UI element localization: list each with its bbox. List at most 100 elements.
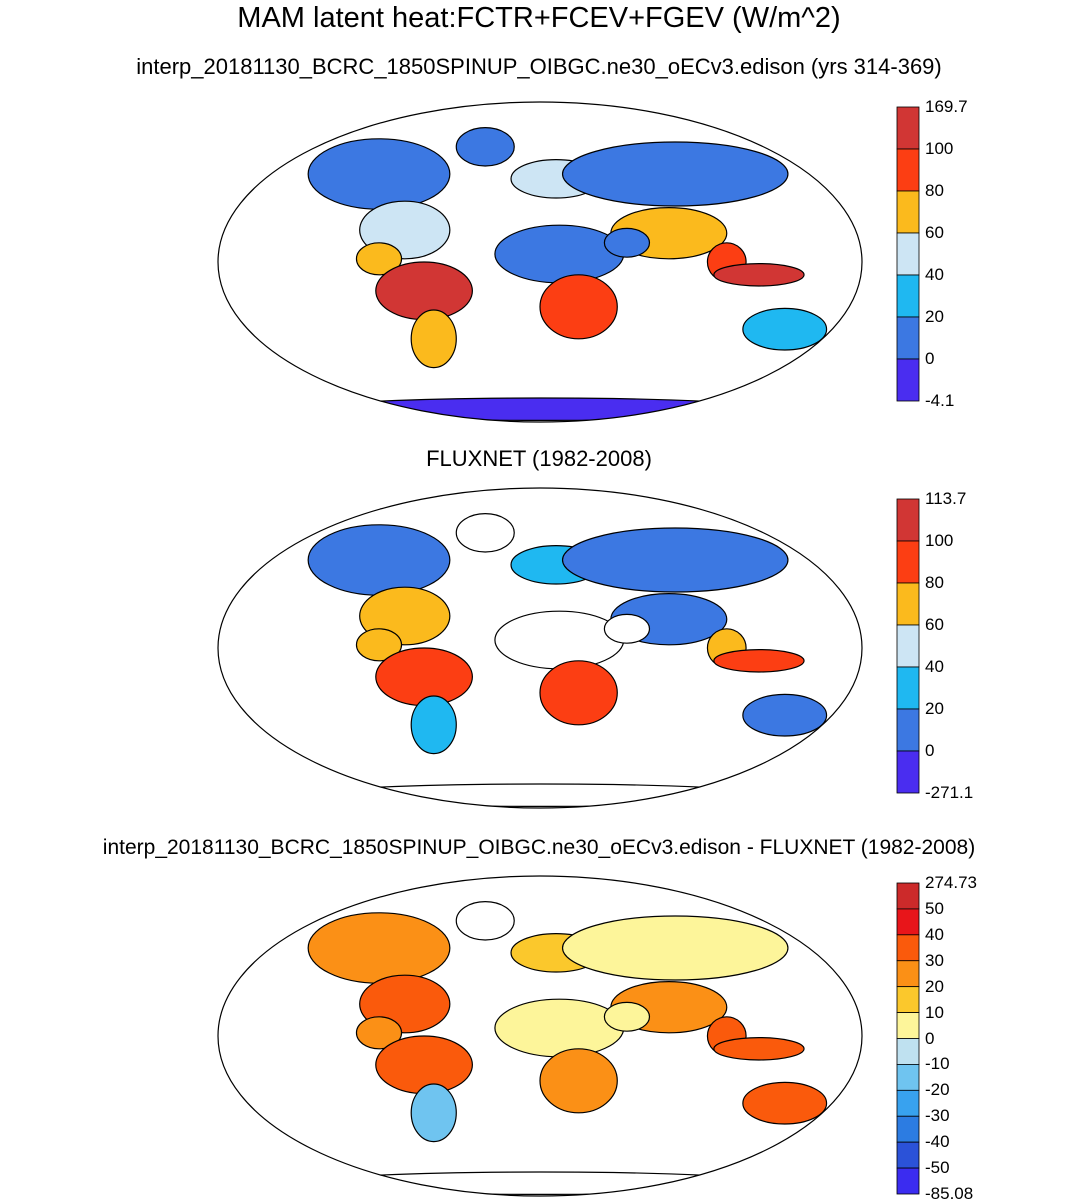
southAmerica-landmass: [375, 1035, 473, 1095]
colorbar-tick-label: 169.7: [925, 97, 968, 116]
southAmerica-landmass: [410, 695, 457, 755]
northAmerica-landmass: [307, 138, 451, 210]
colorbar-tick-label: -4.1: [925, 391, 955, 410]
colorbar-tick-label: 80: [925, 573, 944, 592]
colorbar-tick-label: -30: [925, 1106, 950, 1126]
colorbar-tick-label: 0: [925, 349, 935, 368]
colorbar-swatch: [896, 986, 920, 1013]
indonesia-landmass: [713, 1037, 805, 1061]
colorbar-tick-label: 60: [925, 223, 944, 242]
southAmerica-landmass: [410, 309, 457, 369]
colorbar-tick-label: 40: [925, 657, 944, 676]
colorbar-tick-label: 0: [925, 741, 935, 760]
colorbar-tick-label: 113.7: [925, 489, 967, 508]
greenland-landmass: [455, 127, 515, 167]
africa-landmass: [494, 610, 625, 670]
northAmerica-landmass: [355, 1016, 403, 1050]
indonesia-landmass: [713, 648, 805, 673]
colorbar-swatch: [896, 624, 920, 668]
antarctica-landmass: [307, 1171, 773, 1195]
panel-2-title: FLUXNET (1982-2008): [426, 446, 652, 471]
map-frame: [217, 101, 863, 423]
colorbar-swatch: [896, 274, 920, 318]
northAmerica-landmass: [307, 912, 451, 984]
southAmerica-landmass: [375, 647, 473, 707]
figure-title: MAM latent heat:FCTR+FCEV+FGEV (W/m^2): [237, 2, 841, 34]
antarctica-landmass: [307, 397, 773, 421]
colorbar-swatch: [896, 316, 920, 360]
colorbar-swatch: [896, 1115, 920, 1143]
land-layer: [307, 127, 828, 421]
colorbar-swatch: [896, 232, 920, 276]
colorbar-swatch: [896, 190, 920, 234]
colorbar-swatch: [896, 1141, 920, 1169]
australia-landmass: [742, 1081, 828, 1125]
antarctica-landmass: [307, 783, 773, 807]
map-frame: [217, 875, 863, 1197]
northAmerica-landmass: [307, 524, 451, 596]
colorbar-swatch: [896, 1064, 920, 1091]
colorbar-tick-label: 100: [925, 139, 954, 158]
colorbar-panel-3: [896, 882, 920, 1195]
colorbar-tick-label: 20: [925, 976, 944, 996]
colorbar-tick-label: 30: [925, 950, 944, 970]
africa-landmass: [539, 274, 618, 340]
australia-landmass: [742, 693, 828, 737]
colorbar-swatch: [896, 882, 920, 910]
colorbar-tick-label: 0: [925, 1028, 935, 1048]
panel-1-title: interp_20181130_BCRC_1850SPINUP_OIBGC.ne…: [136, 54, 942, 79]
land-layer: [307, 512, 828, 807]
colorbar-swatch: [896, 960, 920, 988]
colorbar-swatch: [896, 148, 920, 192]
colorbar-tick-label: 100: [925, 531, 954, 550]
colorbar-tick-label: 10: [925, 1002, 944, 1022]
colorbar-swatch: [896, 908, 920, 936]
colorbar-tick-label: -40: [925, 1132, 950, 1152]
colorbar-swatch: [896, 1038, 920, 1065]
asia-landmass: [561, 141, 789, 207]
indonesia-landmass: [713, 262, 805, 287]
africa-landmass: [539, 1048, 618, 1114]
colorbar-swatch: [896, 498, 920, 542]
greenland-landmass: [455, 512, 515, 553]
map-panel-2: [217, 487, 863, 809]
panel-3-title: interp_20181130_BCRC_1850SPINUP_OIBGC.ne…: [102, 836, 976, 859]
arabia-landmass: [603, 227, 651, 258]
colorbar-tick-label: -20: [925, 1080, 950, 1100]
map-panel-1: [217, 101, 863, 423]
colorbar-tick-label: -50: [925, 1158, 950, 1178]
colorbar-swatch: [896, 540, 920, 584]
asia-landmass: [561, 915, 789, 981]
colorbar-swatch: [896, 934, 920, 962]
colorbar-swatch: [896, 582, 920, 626]
colorbar-swatch: [896, 666, 920, 710]
arabia-landmass: [603, 613, 651, 644]
colorbar-tick-label: 50: [925, 898, 944, 918]
northAmerica-landmass: [355, 628, 403, 662]
greenland-landmass: [455, 900, 515, 941]
colorbar-tick-label: -271.1: [925, 783, 974, 802]
africa-landmass: [539, 660, 618, 726]
land-layer: [307, 900, 828, 1195]
colorbar-tick-label: -85.08: [925, 1184, 974, 1203]
colorbar-tick-label: 40: [925, 924, 944, 944]
africa-landmass: [494, 998, 625, 1058]
southAmerica-landmass: [375, 261, 473, 321]
map-frame: [217, 487, 863, 809]
colorbar-swatch: [896, 358, 920, 402]
colorbar-swatch: [896, 1167, 920, 1195]
colorbar-tick-label: 20: [925, 307, 944, 326]
colorbar-panel-1: [896, 106, 920, 402]
southAmerica-landmass: [410, 1083, 457, 1143]
colorbar-swatch: [896, 750, 920, 794]
australia-landmass: [742, 307, 828, 351]
colorbar-swatch: [896, 708, 920, 752]
arabia-landmass: [603, 1001, 651, 1032]
map-panel-3: [217, 875, 863, 1197]
colorbar-tick-label: 80: [925, 181, 944, 200]
colorbar-tick-label: 60: [925, 615, 944, 634]
colorbar-tick-label: 274.73: [925, 873, 977, 892]
northAmerica-landmass: [355, 242, 403, 276]
colorbar-tick-label: 40: [925, 265, 944, 284]
